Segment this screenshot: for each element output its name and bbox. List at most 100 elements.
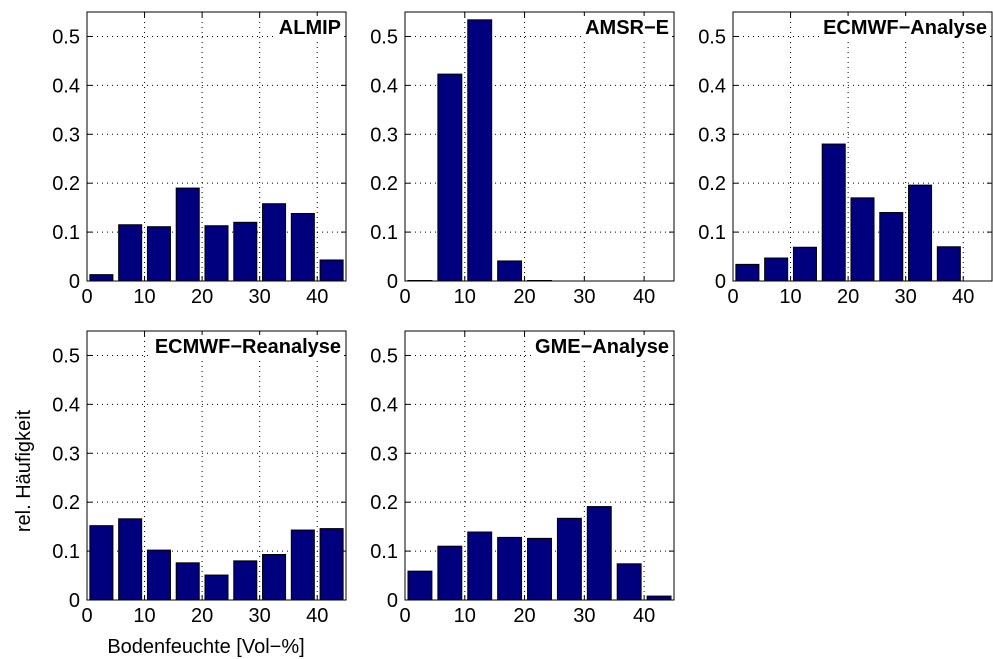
bar — [821, 143, 846, 282]
x-tick-label: 10 — [779, 286, 801, 308]
x-tick-label: 0 — [81, 605, 92, 627]
panel-title-background — [532, 335, 672, 359]
bar — [89, 525, 114, 601]
bar — [556, 517, 582, 601]
bar — [497, 260, 523, 282]
x-tick-label: 10 — [454, 605, 476, 627]
panel-title: ALMIP — [279, 17, 341, 39]
x-tick-label: 0 — [81, 286, 92, 308]
x-tick-label: 40 — [306, 605, 328, 627]
panel-2: 0 10 20 30 40 0 0.1 0.2 0.3 0.4 0.5 AMSR−E — [370, 11, 675, 308]
bar — [118, 224, 143, 282]
y-tick-label: 0.2 — [370, 173, 398, 195]
y-tick-label: 0.5 — [370, 26, 398, 48]
axes-box — [86, 11, 347, 282]
y-tick-label: 0 — [69, 590, 80, 612]
bar — [646, 595, 672, 601]
panel-title-background — [820, 16, 990, 40]
bar — [407, 570, 433, 601]
bar — [175, 187, 200, 282]
x-tick-label: 40 — [633, 605, 655, 627]
bar — [290, 529, 315, 601]
y-tick-label: 0.2 — [370, 492, 398, 514]
y-tick-label: 0.3 — [52, 443, 80, 465]
panel-title: AMSR−E — [585, 17, 669, 39]
x-tick-label: 10 — [133, 286, 155, 308]
x-tick-label: 20 — [837, 286, 859, 308]
bar — [233, 221, 258, 282]
y-tick-label: 0.1 — [370, 541, 398, 563]
x-tick-label: 30 — [249, 286, 271, 308]
x-tick-label: 10 — [454, 286, 476, 308]
y-tick-label: 0.5 — [698, 26, 726, 48]
x-tick-label: 40 — [306, 286, 328, 308]
y-tick-label: 0.1 — [52, 222, 80, 244]
x-tick-label: 30 — [249, 605, 271, 627]
bar — [850, 197, 875, 282]
bar — [764, 257, 789, 282]
bar — [118, 518, 143, 601]
bar — [586, 506, 612, 601]
panel-title: ECMWF−Analyse — [823, 17, 987, 39]
bar — [146, 226, 171, 282]
x-tick-label: 0 — [399, 286, 410, 308]
x-tick-label: 20 — [191, 605, 213, 627]
bar — [262, 554, 287, 601]
bar — [879, 212, 904, 282]
x-tick-label: 0 — [399, 605, 410, 627]
panel-title-background — [275, 16, 344, 40]
y-tick-label: 0.1 — [370, 222, 398, 244]
x-tick-label: 20 — [191, 286, 213, 308]
bar — [262, 203, 287, 282]
x-axis-label: Bodenfeuchte [Vol−%] — [107, 636, 304, 658]
x-tick-label: 40 — [633, 286, 655, 308]
x-tick-label: 20 — [513, 605, 535, 627]
y-tick-label: 0 — [715, 271, 726, 293]
bar — [319, 528, 344, 601]
bar — [908, 184, 933, 282]
panel-1: 0 10 20 30 40 0 0.1 0.2 0.3 0.4 0.5 ALMIP — [52, 11, 347, 308]
bar — [290, 213, 315, 282]
bar — [437, 545, 463, 601]
y-tick-label: 0.3 — [370, 443, 398, 465]
y-tick-label: 0.4 — [52, 394, 80, 416]
x-tick-label: 30 — [895, 286, 917, 308]
y-tick-label: 0.5 — [370, 345, 398, 367]
y-tick-label: 0.2 — [52, 492, 80, 514]
bar — [467, 19, 493, 282]
y-tick-label: 0 — [387, 271, 398, 293]
y-axis-label: rel. Häufigkeit — [13, 409, 35, 532]
y-tick-label: 0 — [69, 271, 80, 293]
axes-box — [404, 330, 675, 601]
y-tick-label: 0.5 — [52, 345, 80, 367]
axes-box — [404, 11, 675, 282]
y-tick-label: 0.1 — [698, 222, 726, 244]
bar — [204, 574, 229, 601]
panel-title: GME−Analyse — [535, 336, 669, 358]
bar — [319, 259, 344, 282]
panel-5: 0 10 20 30 40 0 0.1 0.2 0.3 0.4 0.5 GME−Analyse — [370, 330, 675, 627]
panel-3: 0 10 20 30 40 0 0.1 0.2 0.3 0.4 0.5 ECMWF−Analyse — [698, 11, 993, 308]
x-tick-label: 30 — [573, 605, 595, 627]
x-tick-label: 40 — [952, 286, 974, 308]
x-tick-label: 20 — [513, 286, 535, 308]
y-tick-label: 0 — [387, 590, 398, 612]
y-tick-label: 0.1 — [52, 541, 80, 563]
bar — [792, 246, 817, 282]
bar — [233, 560, 258, 601]
y-tick-label: 0.5 — [52, 26, 80, 48]
y-tick-label: 0.2 — [698, 173, 726, 195]
bar — [437, 73, 463, 282]
bar — [497, 536, 523, 601]
axes-box — [732, 11, 993, 282]
bar — [467, 531, 493, 601]
panel-4: 0 10 20 30 40 0 0.1 0.2 0.3 0.4 0.5 ECMWF−Reanalyse — [52, 330, 347, 627]
panel-title-background — [582, 16, 672, 40]
panel-title-background — [151, 335, 344, 359]
x-tick-label: 0 — [727, 286, 738, 308]
axes-box — [86, 330, 347, 601]
y-tick-label: 0.2 — [52, 173, 80, 195]
bar — [89, 274, 114, 282]
bar — [204, 225, 229, 282]
